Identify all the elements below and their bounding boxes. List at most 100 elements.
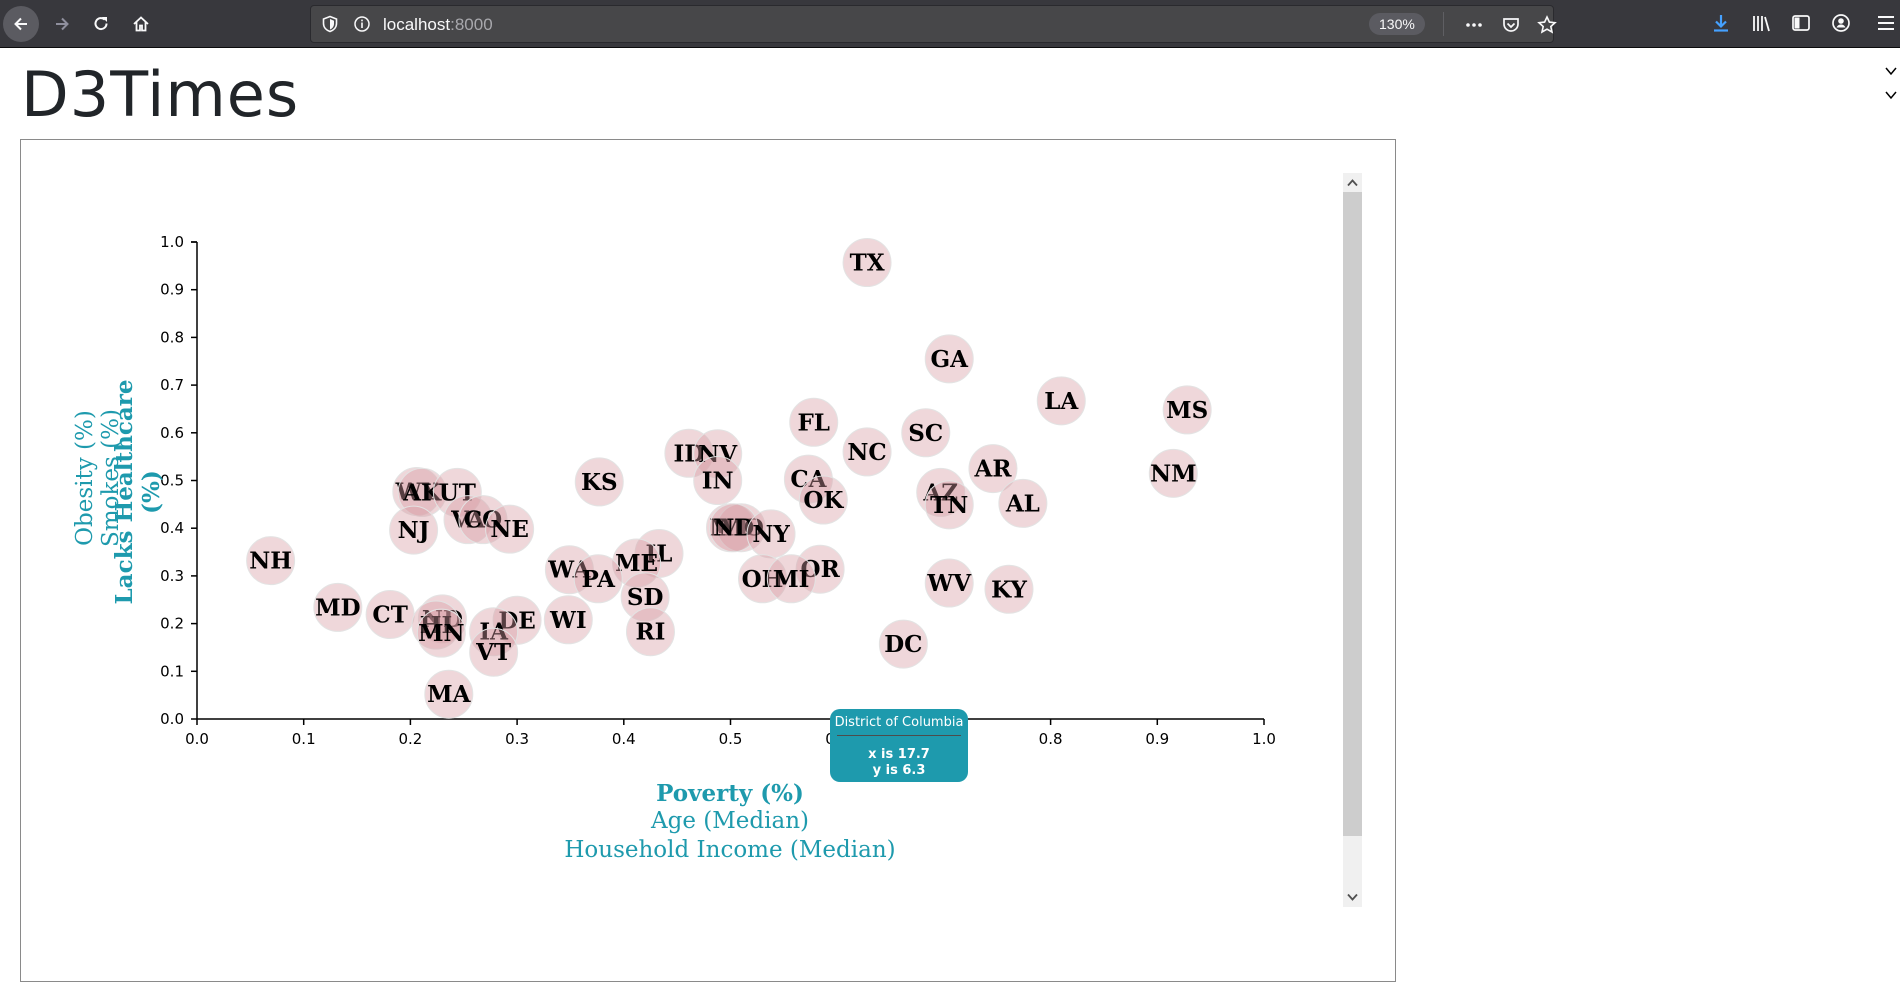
x-axis-title-age[interactable]: Age (Median) <box>651 808 809 834</box>
state-circle[interactable] <box>573 554 623 604</box>
state-circle[interactable] <box>469 627 519 677</box>
state-circle[interactable] <box>1162 385 1212 435</box>
state-point-ne[interactable]: NE <box>485 504 535 554</box>
state-point-ca[interactable]: CA <box>783 454 833 504</box>
bookmark-star-button[interactable] <box>1536 14 1558 36</box>
state-circle[interactable] <box>458 495 508 545</box>
state-point-mn[interactable]: MN <box>416 608 466 658</box>
state-point-mt[interactable]: MT <box>706 503 755 553</box>
state-point-pa[interactable]: PA <box>573 554 623 604</box>
state-point-ms[interactable]: MS <box>1162 385 1212 435</box>
state-point-fl[interactable]: FL <box>789 397 839 447</box>
state-circle[interactable] <box>766 554 816 604</box>
state-circle[interactable] <box>417 594 467 644</box>
state-circle[interactable] <box>612 538 662 588</box>
state-point-in[interactable]: IN <box>693 456 743 505</box>
state-circle[interactable] <box>842 238 892 288</box>
forward-button[interactable] <box>44 6 80 42</box>
state-point-la[interactable]: LA <box>1036 376 1086 426</box>
state-point-nc[interactable]: NC <box>842 427 892 477</box>
state-point-ar[interactable]: AR <box>968 444 1018 494</box>
state-circle[interactable] <box>469 607 519 657</box>
state-point-ny[interactable]: NY <box>746 509 796 559</box>
page-actions-button[interactable] <box>1463 14 1485 36</box>
state-point-nv[interactable]: NV <box>693 429 743 479</box>
back-button[interactable] <box>3 6 39 42</box>
state-point-hi[interactable]: HI <box>411 600 461 650</box>
sidebar-toggle-button[interactable] <box>1789 11 1813 35</box>
state-circle[interactable] <box>716 503 766 553</box>
state-point-oh[interactable]: OH <box>738 554 788 604</box>
state-point-or[interactable]: OR <box>795 544 845 594</box>
state-circle[interactable] <box>901 408 951 458</box>
page-scrollbar[interactable] <box>1884 58 1898 982</box>
state-circle[interactable] <box>738 554 788 604</box>
state-circle[interactable] <box>424 669 474 719</box>
chart-scrollbar[interactable] <box>1343 173 1362 907</box>
site-info-icon[interactable] <box>353 15 371 33</box>
url-text[interactable]: localhost:8000 <box>383 15 493 35</box>
zoom-level-badge[interactable]: 130% <box>1369 13 1425 35</box>
state-circle[interactable] <box>664 428 714 478</box>
scroll-down-arrow-icon[interactable] <box>1347 892 1358 902</box>
state-point-ok[interactable]: OK <box>798 475 848 525</box>
state-point-tn[interactable]: TN <box>924 480 974 530</box>
state-circle[interactable] <box>924 334 974 384</box>
state-circle[interactable] <box>693 429 743 479</box>
state-point-md[interactable]: MD <box>313 582 363 632</box>
state-point-co[interactable]: CO <box>458 495 508 545</box>
state-point-nh[interactable]: NH <box>246 536 296 586</box>
state-point-ri[interactable]: RI <box>625 607 675 657</box>
state-point-tx[interactable]: TX <box>842 238 892 288</box>
state-point-ga[interactable]: GA <box>924 334 974 384</box>
state-point-nm[interactable]: NM <box>1148 448 1198 498</box>
state-point-wv[interactable]: WV <box>924 558 974 608</box>
state-circle[interactable] <box>492 595 542 645</box>
state-circle[interactable] <box>432 467 482 517</box>
state-circle[interactable] <box>968 444 1018 494</box>
state-circle[interactable] <box>416 608 466 658</box>
state-point-nd[interactable]: ND <box>417 594 467 644</box>
state-circle[interactable] <box>984 564 1034 614</box>
state-point-mo[interactable]: MO <box>716 503 766 553</box>
state-circle[interactable] <box>709 503 759 553</box>
state-circle[interactable] <box>544 545 594 595</box>
state-point-ct[interactable]: CT <box>365 590 415 640</box>
state-circle[interactable] <box>878 619 928 669</box>
library-button[interactable] <box>1749 11 1773 35</box>
state-point-mi[interactable]: MI <box>766 554 816 604</box>
state-point-wy[interactable]: WY <box>392 466 442 516</box>
state-circle[interactable] <box>543 595 593 645</box>
state-point-al[interactable]: AL <box>998 478 1048 528</box>
url-bar[interactable]: localhost:8000 130% <box>310 5 1557 43</box>
state-circle[interactable] <box>389 505 439 555</box>
state-point-wa[interactable]: WA <box>544 545 594 595</box>
state-circle[interactable] <box>485 504 535 554</box>
state-point-wi[interactable]: WI <box>543 595 593 645</box>
state-point-ky[interactable]: KY <box>984 564 1034 614</box>
state-point-vt[interactable]: VT <box>469 627 519 677</box>
state-circle[interactable] <box>795 544 845 594</box>
state-circle[interactable] <box>443 495 493 545</box>
state-circle[interactable] <box>574 457 624 507</box>
state-point-nj[interactable]: NJ <box>389 505 439 555</box>
hamburger-menu-button[interactable] <box>1874 11 1898 35</box>
state-point-ma[interactable]: MA <box>424 669 474 719</box>
downloads-button[interactable] <box>1709 11 1733 35</box>
tracking-protection-shield-icon[interactable] <box>321 15 339 33</box>
state-point-ks[interactable]: KS <box>574 457 624 507</box>
x-axis-title-poverty[interactable]: Poverty (%) <box>656 780 804 807</box>
state-circle[interactable] <box>246 536 296 586</box>
state-point-id[interactable]: ID <box>664 428 714 478</box>
state-circle[interactable] <box>789 397 839 447</box>
y-axis-title-smokes[interactable]: Smokes (%) <box>98 409 124 547</box>
state-point-sc[interactable]: SC <box>901 408 951 458</box>
scroll-up-arrow-icon[interactable] <box>1347 178 1358 188</box>
reload-button[interactable] <box>83 6 119 42</box>
state-circle[interactable] <box>783 454 833 504</box>
state-point-va[interactable]: VA <box>443 495 493 545</box>
state-point-dc[interactable]: DC <box>878 619 928 669</box>
state-point-ia[interactable]: IA <box>469 607 519 657</box>
home-button[interactable] <box>123 6 159 42</box>
pocket-button[interactable] <box>1500 14 1522 36</box>
